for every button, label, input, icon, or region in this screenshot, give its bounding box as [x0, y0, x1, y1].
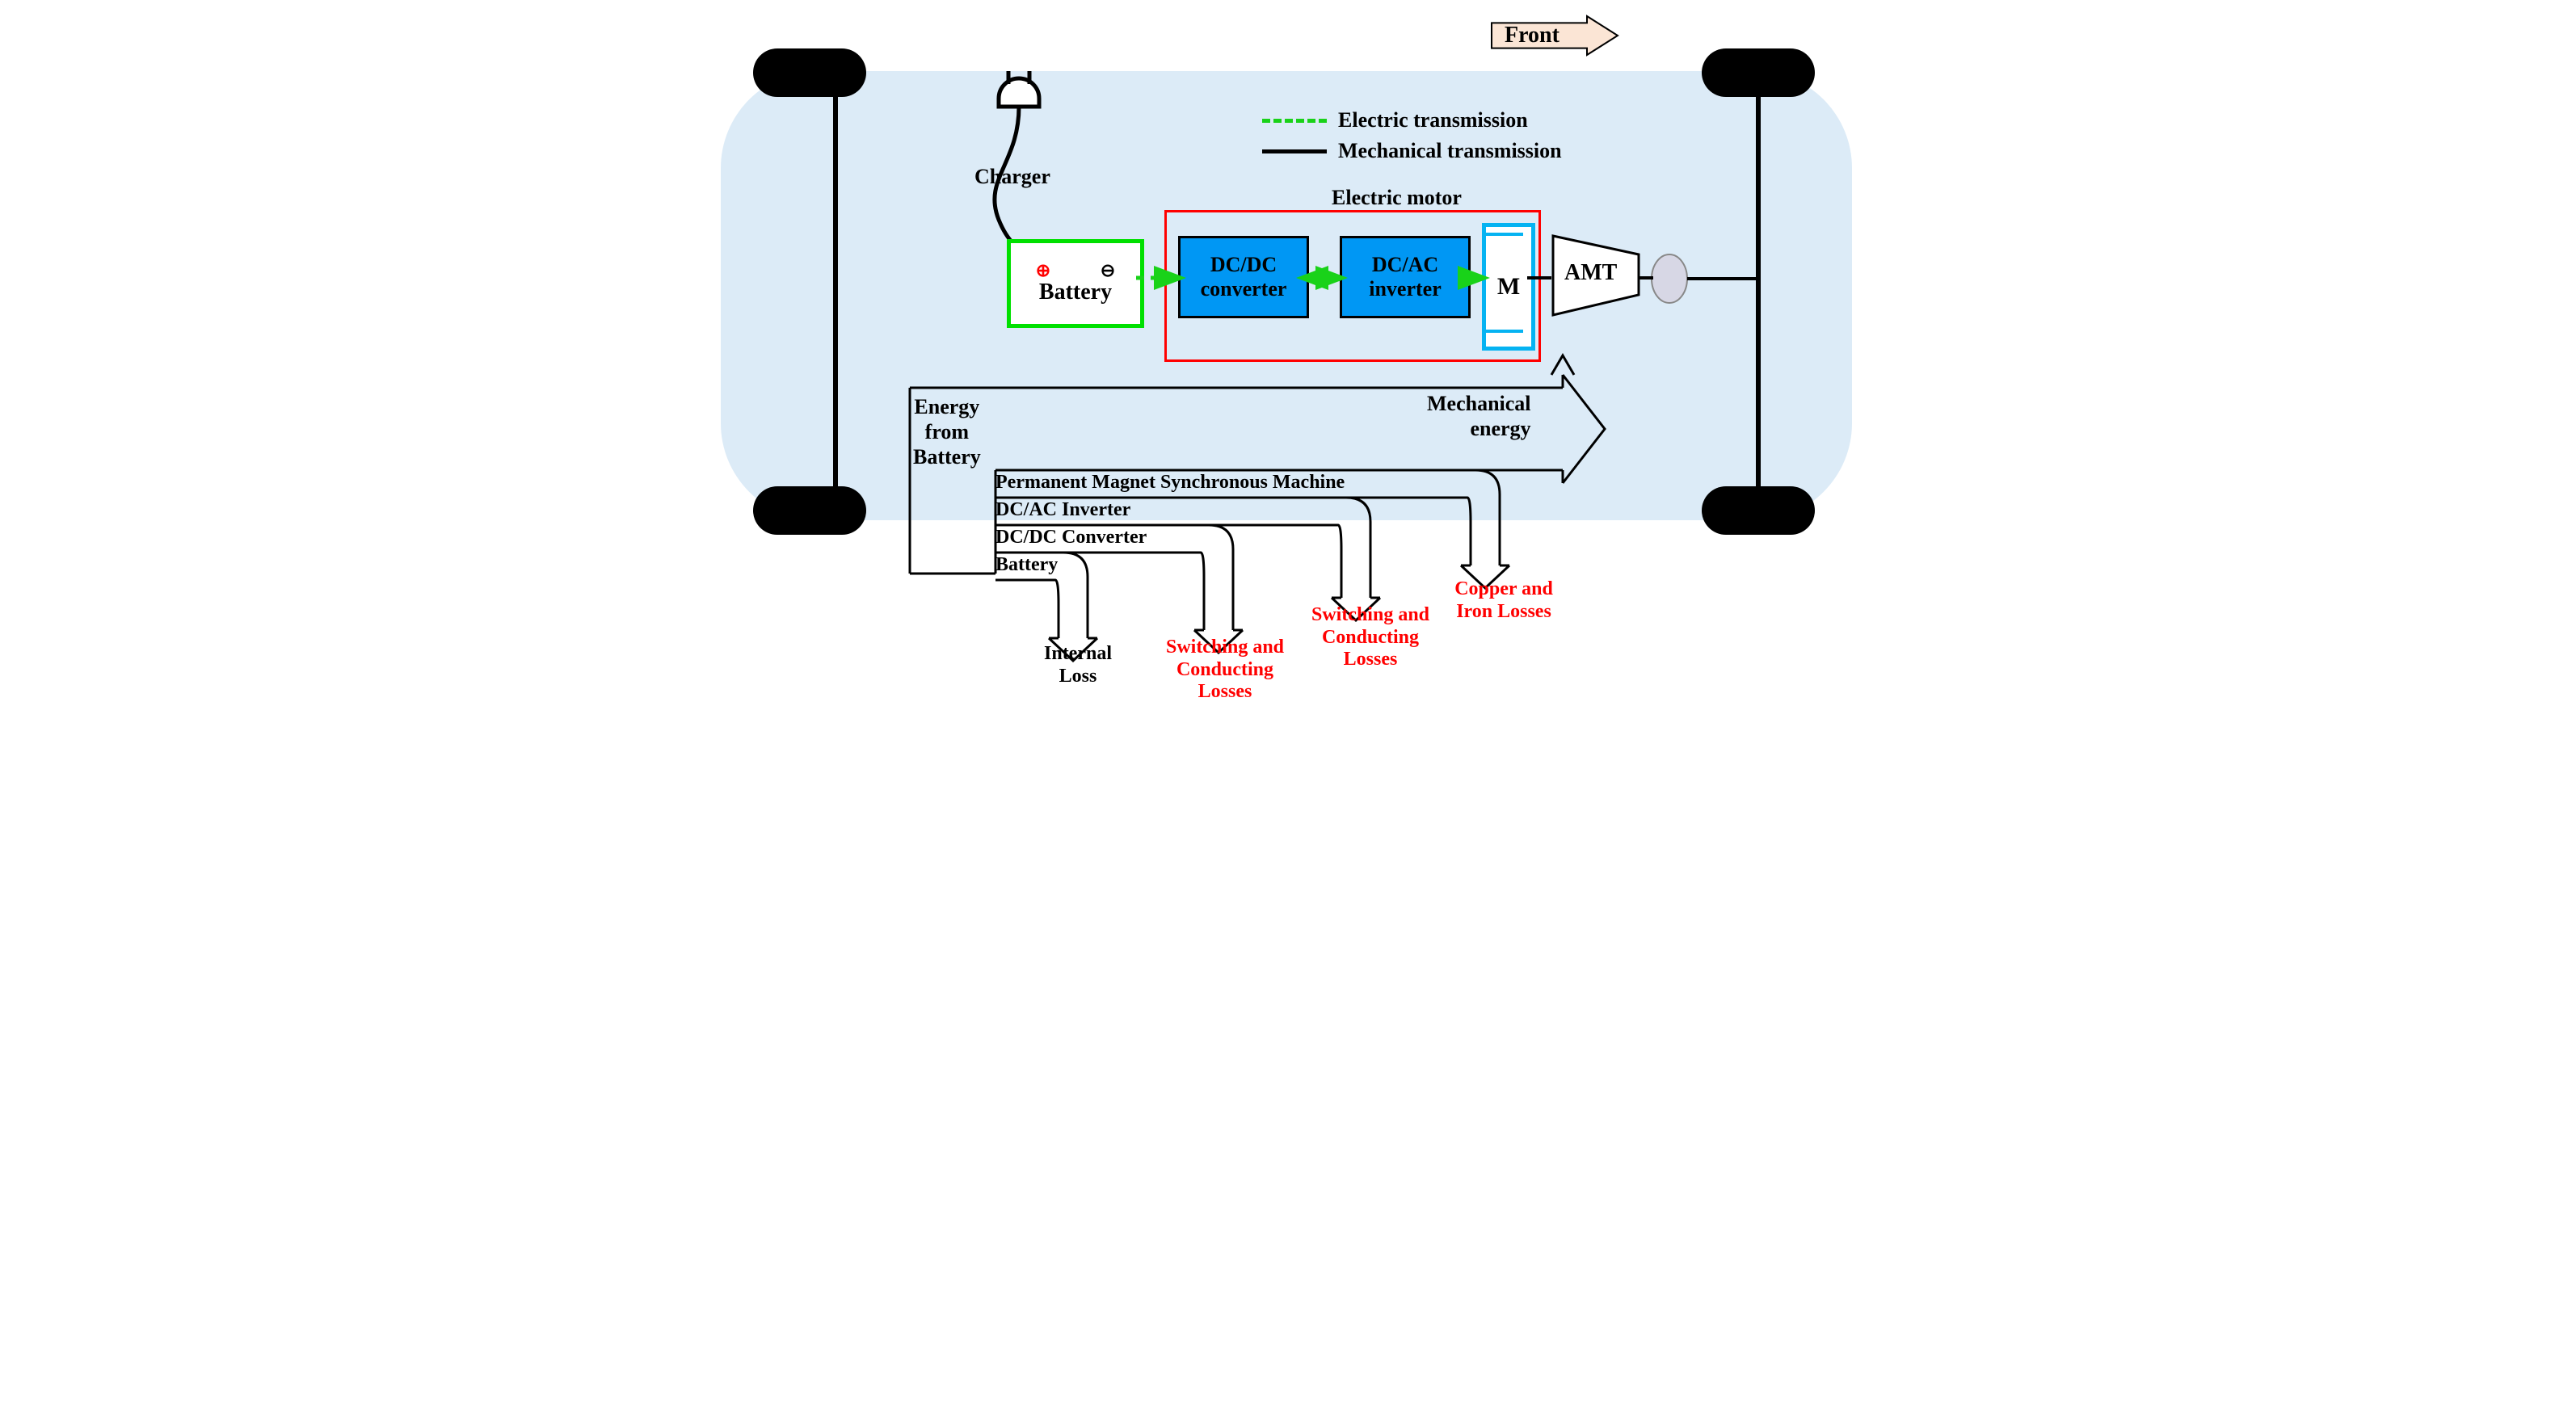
sankey-loss-labels: InternalLoss Switching andConductingLosse… [676, 0, 1900, 700]
loss-label: Switching andConductingLosses [1298, 604, 1443, 671]
loss-label: InternalLoss [1005, 643, 1151, 687]
loss-label: Copper andIron Losses [1431, 578, 1576, 623]
loss-label: Switching andConductingLosses [1152, 637, 1298, 704]
